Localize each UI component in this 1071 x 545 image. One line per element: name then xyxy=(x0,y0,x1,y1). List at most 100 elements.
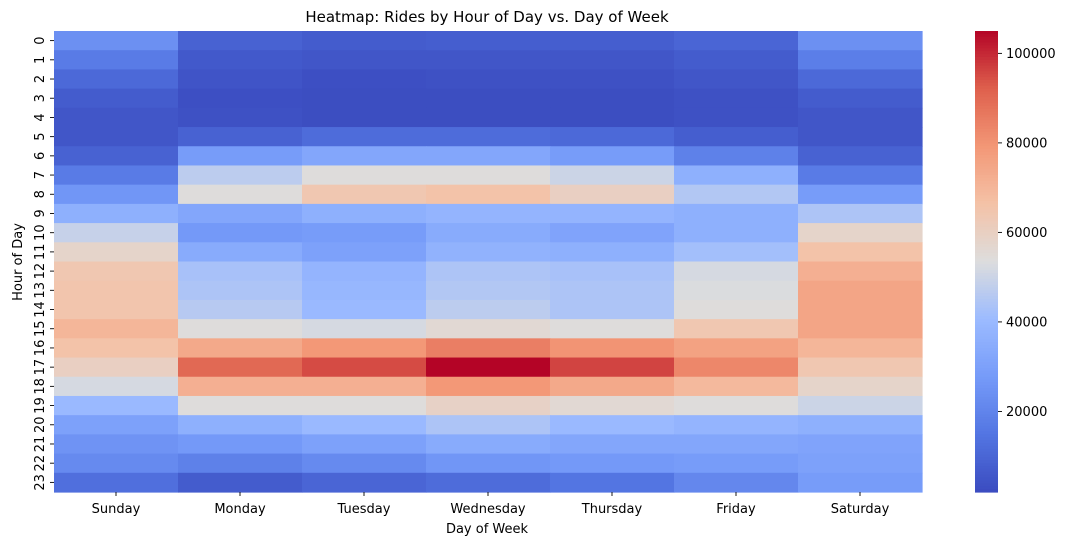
heatmap-cell xyxy=(798,453,923,474)
x-tick-label: Wednesday xyxy=(450,502,526,517)
y-tick-label: 14 xyxy=(33,301,48,318)
colorbar xyxy=(975,31,998,493)
heatmap-cell xyxy=(302,88,427,109)
y-tick-label: 1 xyxy=(33,56,48,64)
colorbar-segment xyxy=(975,298,998,303)
colorbar-segment xyxy=(975,440,998,444)
colorbar-segment xyxy=(975,296,998,300)
y-tick-label: 10 xyxy=(33,224,48,241)
colorbar-segment xyxy=(975,195,998,199)
heatmap-cell xyxy=(54,472,179,493)
colorbar-segment xyxy=(975,235,998,240)
colorbar-tick-label: 60000 xyxy=(1006,226,1047,241)
heatmap-cell xyxy=(426,31,551,51)
heatmap-cell xyxy=(178,146,303,167)
colorbar-segment xyxy=(975,255,998,260)
colorbar-segment xyxy=(975,212,998,216)
colorbar-segment xyxy=(975,333,998,338)
colorbar-segment xyxy=(975,310,998,314)
colorbar-segment xyxy=(975,275,998,280)
colorbar-segment xyxy=(975,157,998,162)
colorbar-segment xyxy=(975,82,998,87)
colorbar-segment xyxy=(975,85,998,90)
heatmap-cell xyxy=(798,88,923,109)
colorbar-segment xyxy=(975,417,998,421)
colorbar-segment xyxy=(975,376,998,381)
colorbar-segment xyxy=(975,342,998,346)
heatmap-cell xyxy=(550,242,675,263)
heatmap-cell xyxy=(426,280,551,301)
heatmap-cell xyxy=(550,107,675,128)
colorbar-segment xyxy=(975,140,998,144)
colorbar-segment xyxy=(975,74,998,78)
heatmap-cell xyxy=(302,434,427,455)
heatmap-cell xyxy=(178,376,303,397)
heatmap-cell xyxy=(550,338,675,359)
colorbar-segment xyxy=(975,160,998,165)
colorbar-segment xyxy=(975,379,998,384)
colorbar-segment xyxy=(975,203,998,208)
colorbar-segment xyxy=(975,36,998,41)
heatmap-cell xyxy=(426,242,551,263)
heatmap-cell xyxy=(426,395,551,416)
heatmap-cell xyxy=(550,203,675,224)
heatmap-cell xyxy=(426,376,551,397)
colorbar-segment xyxy=(975,252,998,257)
chart-title: Heatmap: Rides by Hour of Day vs. Day of… xyxy=(305,8,669,26)
colorbar-segment xyxy=(975,365,998,369)
heatmap-cell xyxy=(798,299,923,320)
x-tick-label: Sunday xyxy=(92,502,141,517)
heatmap-cell xyxy=(550,50,675,71)
colorbar-segment xyxy=(975,391,998,395)
y-tick-label: 23 xyxy=(33,474,48,491)
heatmap-cell xyxy=(178,165,303,186)
colorbar-segment xyxy=(975,206,998,211)
colorbar-segment xyxy=(975,186,998,191)
heatmap-cell xyxy=(798,280,923,301)
y-axis-label: Hour of Day xyxy=(11,223,26,301)
heatmap-cell xyxy=(178,69,303,90)
colorbar-segment xyxy=(975,215,998,219)
y-tick-label: 8 xyxy=(33,190,48,198)
colorbar-segment xyxy=(975,192,998,196)
heatmap-cell xyxy=(674,357,799,378)
colorbar-segment xyxy=(975,327,998,332)
colorbar-segment xyxy=(975,261,998,265)
colorbar-segment xyxy=(975,146,998,150)
heatmap-cell xyxy=(674,31,799,51)
y-tick-label: 7 xyxy=(33,171,48,179)
colorbar-segment xyxy=(975,411,998,415)
colorbar-segment xyxy=(975,137,998,142)
colorbar-segment xyxy=(975,339,998,343)
heatmap-cell xyxy=(550,319,675,339)
heatmap-cell xyxy=(426,357,551,378)
heatmap-cell xyxy=(302,223,427,243)
colorbar-segment xyxy=(975,39,998,44)
colorbar-segment xyxy=(975,336,998,340)
colorbar-segment xyxy=(975,313,998,317)
heatmap-cell xyxy=(54,242,179,263)
heatmap-cell xyxy=(178,299,303,320)
colorbar-segment xyxy=(975,448,998,453)
colorbar-segment xyxy=(975,88,998,93)
heatmap-cell xyxy=(674,184,799,205)
colorbar-segment xyxy=(975,451,998,456)
heatmap-cell xyxy=(302,203,427,224)
heatmap-cell xyxy=(54,357,179,378)
heatmap-cell xyxy=(550,261,675,282)
colorbar-tick-label: 80000 xyxy=(1006,136,1047,151)
colorbar-segment xyxy=(975,166,998,170)
colorbar-segment xyxy=(975,454,998,459)
colorbar-segment xyxy=(975,126,998,130)
colorbar-segment xyxy=(975,198,998,202)
colorbar-segment xyxy=(975,91,998,95)
heatmap-cell xyxy=(550,184,675,205)
heatmap-cell xyxy=(674,146,799,167)
heatmap-cell xyxy=(178,415,303,435)
colorbar-segment xyxy=(975,209,998,214)
heatmap-cell xyxy=(798,472,923,493)
heatmap-cell xyxy=(302,280,427,301)
heatmap-cell xyxy=(674,280,799,301)
